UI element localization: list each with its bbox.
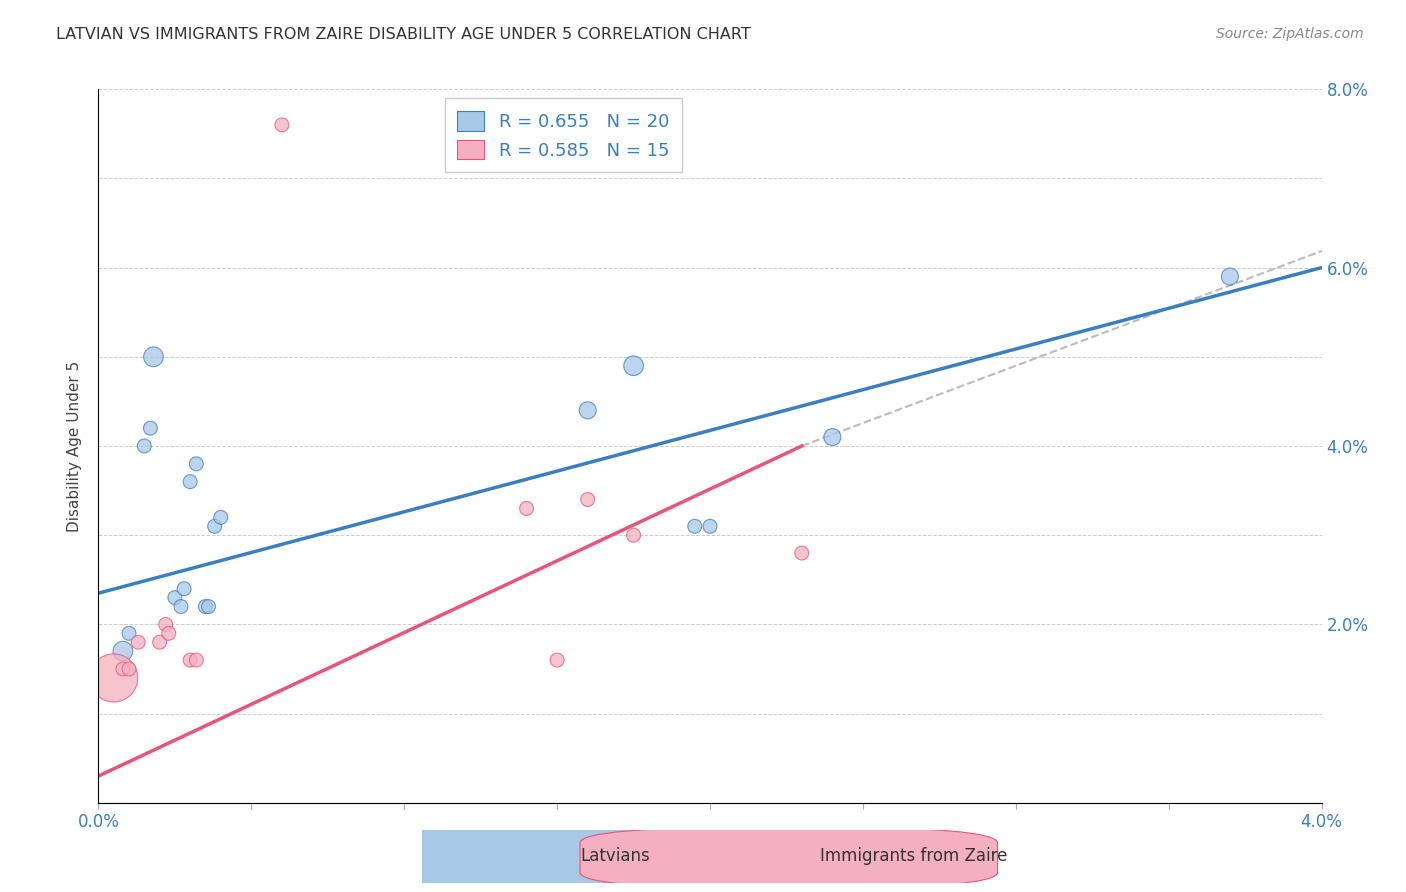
Point (118, 626, 141, 640)
Point (790, 546, 813, 560)
Point (516, 501, 538, 516)
Point (1219, 269, 1241, 284)
Text: Latvians: Latvians (581, 847, 650, 865)
Point (170, 599, 193, 614)
Point (111, 644, 134, 658)
Point (194, 599, 217, 614)
Text: Immigrants from Zaire: Immigrants from Zaire (821, 847, 1008, 865)
Text: LATVIAN VS IMMIGRANTS FROM ZAIRE DISABILITY AGE UNDER 5 CORRELATION CHART: LATVIAN VS IMMIGRANTS FROM ZAIRE DISABIL… (56, 27, 751, 42)
Point (111, 662, 134, 676)
Y-axis label: Disability Age Under 5: Disability Age Under 5 (67, 360, 83, 532)
Point (186, 457, 208, 471)
Point (623, 528, 645, 542)
Legend: R = 0.655   N = 20, R = 0.585   N = 15: R = 0.655 N = 20, R = 0.585 N = 15 (444, 98, 682, 172)
Point (821, 430, 844, 444)
Point (149, 635, 172, 649)
Point (699, 519, 721, 533)
FancyBboxPatch shape (340, 827, 756, 888)
Point (204, 519, 226, 533)
Point (103, 671, 125, 685)
Point (139, 421, 162, 435)
FancyBboxPatch shape (581, 827, 998, 888)
Point (179, 653, 201, 667)
Point (155, 617, 177, 632)
Point (173, 582, 195, 596)
Text: Source: ZipAtlas.com: Source: ZipAtlas.com (1216, 27, 1364, 41)
Point (576, 492, 599, 507)
Point (186, 653, 208, 667)
Point (118, 662, 141, 676)
Point (142, 350, 165, 364)
Point (623, 359, 645, 373)
Point (127, 635, 149, 649)
Point (163, 591, 186, 605)
Point (209, 510, 232, 524)
Point (134, 439, 156, 453)
Point (683, 519, 706, 533)
Point (179, 475, 201, 489)
Point (546, 653, 568, 667)
Point (157, 626, 180, 640)
Point (197, 599, 219, 614)
Point (576, 403, 599, 417)
Point (270, 118, 294, 132)
